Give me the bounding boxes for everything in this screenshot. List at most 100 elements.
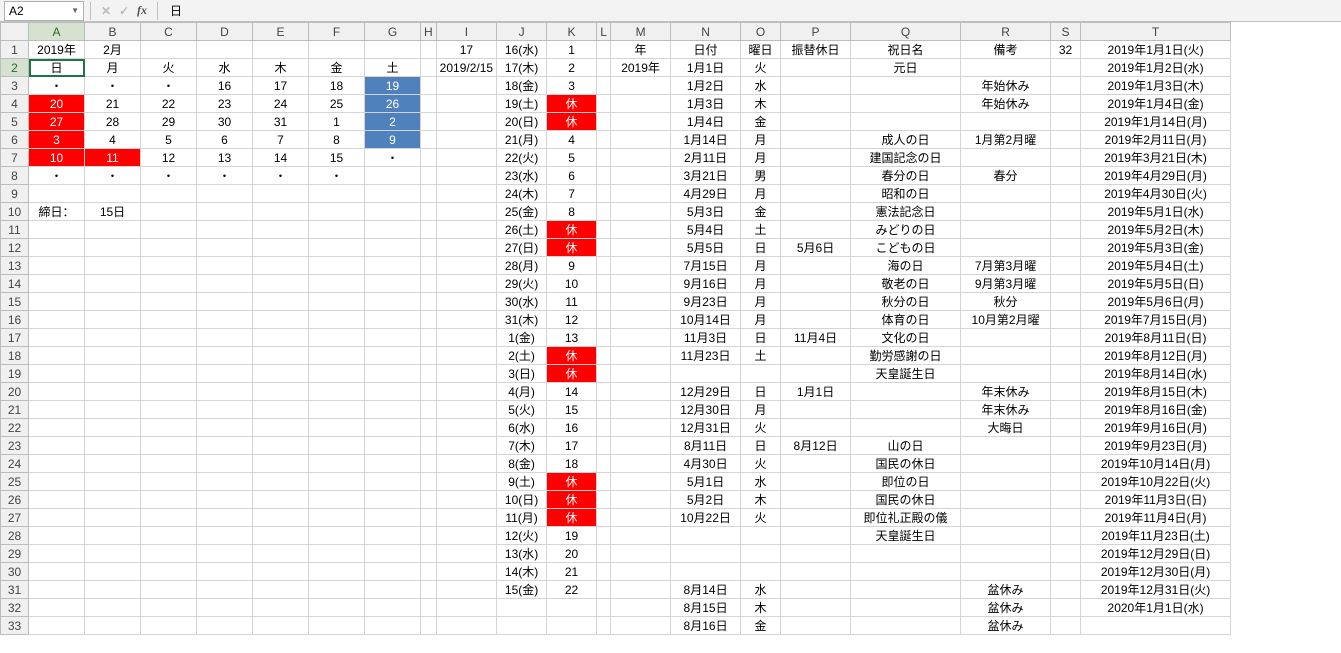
cell-I11[interactable] bbox=[436, 221, 496, 239]
cell-J29[interactable]: 13(水) bbox=[497, 545, 547, 563]
cell-T16[interactable]: 2019年7月15日(月) bbox=[1081, 311, 1231, 329]
cell-O2[interactable]: 火 bbox=[741, 59, 781, 77]
cell-A27[interactable] bbox=[29, 509, 85, 527]
cell-T17[interactable]: 2019年8月11日(日) bbox=[1081, 329, 1231, 347]
row-header-29[interactable]: 29 bbox=[1, 545, 29, 563]
row-header-14[interactable]: 14 bbox=[1, 275, 29, 293]
cell-R9[interactable] bbox=[961, 185, 1051, 203]
cell-G25[interactable] bbox=[365, 473, 421, 491]
cell-E8[interactable]: ・ bbox=[253, 167, 309, 185]
cell-C3[interactable]: ・ bbox=[141, 77, 197, 95]
name-box[interactable]: A2 ▼ bbox=[4, 1, 84, 21]
cell-M22[interactable] bbox=[611, 419, 671, 437]
cell-T9[interactable]: 2019年4月30日(火) bbox=[1081, 185, 1231, 203]
cell-N9[interactable]: 4月29日 bbox=[671, 185, 741, 203]
cell-O1[interactable]: 曜日 bbox=[741, 41, 781, 59]
cell-L10[interactable] bbox=[597, 203, 611, 221]
cell-E5[interactable]: 31 bbox=[253, 113, 309, 131]
cell-M4[interactable] bbox=[611, 95, 671, 113]
cell-K13[interactable]: 9 bbox=[547, 257, 597, 275]
cell-Q3[interactable] bbox=[851, 77, 961, 95]
cell-M18[interactable] bbox=[611, 347, 671, 365]
cell-E11[interactable] bbox=[253, 221, 309, 239]
cell-I28[interactable] bbox=[436, 527, 496, 545]
cell-K2[interactable]: 2 bbox=[547, 59, 597, 77]
cell-R15[interactable]: 秋分 bbox=[961, 293, 1051, 311]
cell-B17[interactable] bbox=[85, 329, 141, 347]
cell-A32[interactable] bbox=[29, 599, 85, 617]
cell-D24[interactable] bbox=[197, 455, 253, 473]
cell-O29[interactable] bbox=[741, 545, 781, 563]
cell-I26[interactable] bbox=[436, 491, 496, 509]
cell-K1[interactable]: 1 bbox=[547, 41, 597, 59]
cell-M25[interactable] bbox=[611, 473, 671, 491]
cell-T21[interactable]: 2019年8月16日(金) bbox=[1081, 401, 1231, 419]
cell-P10[interactable] bbox=[781, 203, 851, 221]
cell-P24[interactable] bbox=[781, 455, 851, 473]
cell-L24[interactable] bbox=[597, 455, 611, 473]
cell-Q6[interactable]: 成人の日 bbox=[851, 131, 961, 149]
cell-P4[interactable] bbox=[781, 95, 851, 113]
cell-O25[interactable]: 水 bbox=[741, 473, 781, 491]
cell-I17[interactable] bbox=[436, 329, 496, 347]
cell-F12[interactable] bbox=[309, 239, 365, 257]
cell-M16[interactable] bbox=[611, 311, 671, 329]
cell-J26[interactable]: 10(日) bbox=[497, 491, 547, 509]
cell-L30[interactable] bbox=[597, 563, 611, 581]
cell-H13[interactable] bbox=[421, 257, 437, 275]
cell-L7[interactable] bbox=[597, 149, 611, 167]
cell-A20[interactable] bbox=[29, 383, 85, 401]
cell-M15[interactable] bbox=[611, 293, 671, 311]
cell-R26[interactable] bbox=[961, 491, 1051, 509]
row-header-33[interactable]: 33 bbox=[1, 617, 29, 635]
cell-K29[interactable]: 20 bbox=[547, 545, 597, 563]
cell-L21[interactable] bbox=[597, 401, 611, 419]
cell-I31[interactable] bbox=[436, 581, 496, 599]
cell-G24[interactable] bbox=[365, 455, 421, 473]
fx-button[interactable]: fx bbox=[133, 3, 151, 18]
cell-L26[interactable] bbox=[597, 491, 611, 509]
cell-F20[interactable] bbox=[309, 383, 365, 401]
cell-G22[interactable] bbox=[365, 419, 421, 437]
cell-G16[interactable] bbox=[365, 311, 421, 329]
cell-L23[interactable] bbox=[597, 437, 611, 455]
cell-M7[interactable] bbox=[611, 149, 671, 167]
cell-A19[interactable] bbox=[29, 365, 85, 383]
cell-R14[interactable]: 9月第3月曜 bbox=[961, 275, 1051, 293]
cell-L22[interactable] bbox=[597, 419, 611, 437]
cell-B4[interactable]: 21 bbox=[85, 95, 141, 113]
cell-B29[interactable] bbox=[85, 545, 141, 563]
cell-H19[interactable] bbox=[421, 365, 437, 383]
cell-D28[interactable] bbox=[197, 527, 253, 545]
cell-F27[interactable] bbox=[309, 509, 365, 527]
cell-J30[interactable]: 14(木) bbox=[497, 563, 547, 581]
cell-G23[interactable] bbox=[365, 437, 421, 455]
cell-F5[interactable]: 1 bbox=[309, 113, 365, 131]
cell-G13[interactable] bbox=[365, 257, 421, 275]
cell-T20[interactable]: 2019年8月15日(木) bbox=[1081, 383, 1231, 401]
cell-B32[interactable] bbox=[85, 599, 141, 617]
cell-M14[interactable] bbox=[611, 275, 671, 293]
cell-M3[interactable] bbox=[611, 77, 671, 95]
cell-F11[interactable] bbox=[309, 221, 365, 239]
cell-C25[interactable] bbox=[141, 473, 197, 491]
cell-Q19[interactable]: 天皇誕生日 bbox=[851, 365, 961, 383]
cell-N15[interactable]: 9月23日 bbox=[671, 293, 741, 311]
cell-C2[interactable]: 火 bbox=[141, 59, 197, 77]
cell-M29[interactable] bbox=[611, 545, 671, 563]
cell-P3[interactable] bbox=[781, 77, 851, 95]
cell-L15[interactable] bbox=[597, 293, 611, 311]
cell-T32[interactable]: 2020年1月1日(水) bbox=[1081, 599, 1231, 617]
name-box-dropdown-icon[interactable]: ▼ bbox=[71, 6, 79, 15]
cell-L11[interactable] bbox=[597, 221, 611, 239]
cell-D2[interactable]: 水 bbox=[197, 59, 253, 77]
cell-G18[interactable] bbox=[365, 347, 421, 365]
cell-C32[interactable] bbox=[141, 599, 197, 617]
cell-H1[interactable] bbox=[421, 41, 437, 59]
cell-L19[interactable] bbox=[597, 365, 611, 383]
cell-P19[interactable] bbox=[781, 365, 851, 383]
cell-I29[interactable] bbox=[436, 545, 496, 563]
cell-R27[interactable] bbox=[961, 509, 1051, 527]
cell-K21[interactable]: 15 bbox=[547, 401, 597, 419]
cell-T33[interactable] bbox=[1081, 617, 1231, 635]
